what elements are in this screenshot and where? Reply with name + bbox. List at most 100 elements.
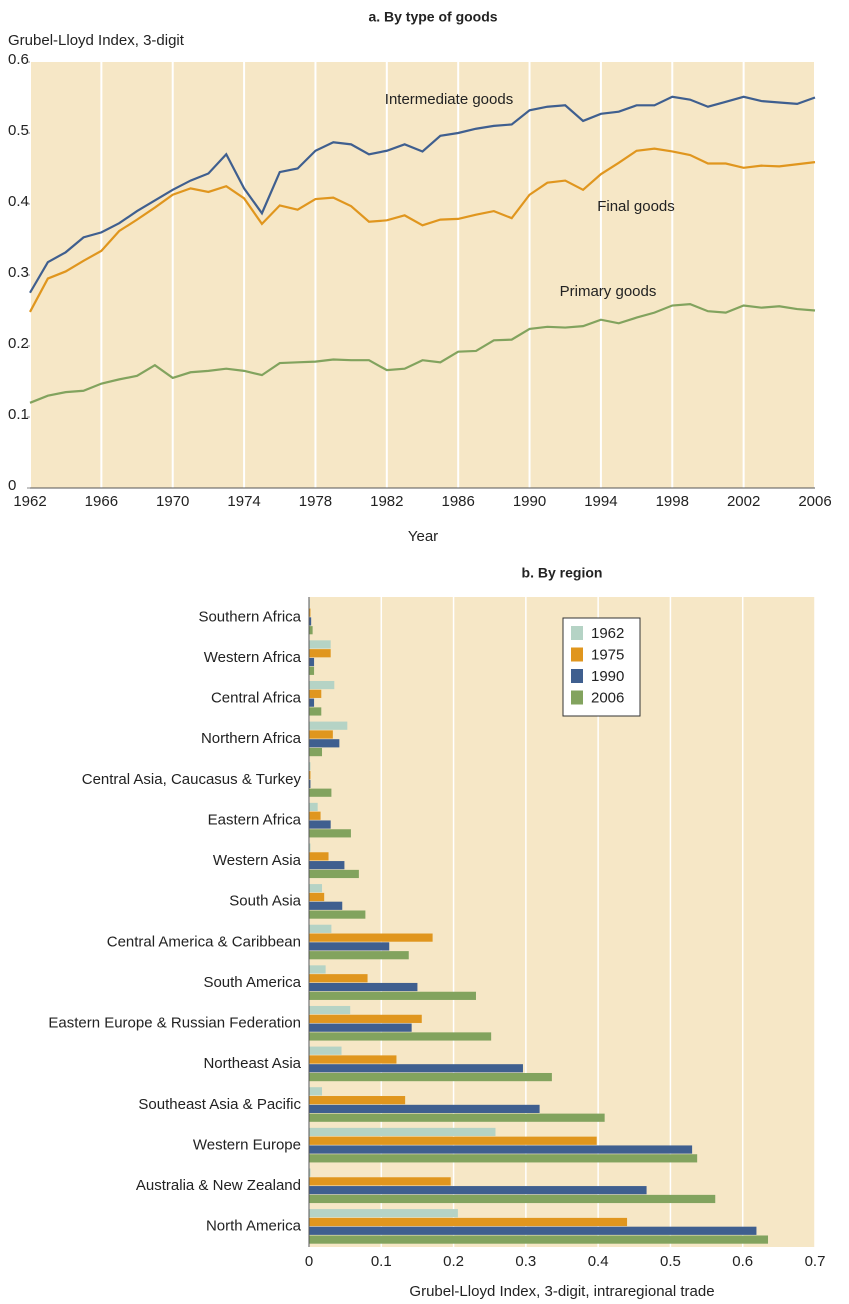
legend-swatch [571, 690, 583, 705]
bar [309, 730, 333, 739]
x-tick-label: 0.3 [515, 1253, 536, 1270]
legend-swatch [571, 626, 583, 640]
bar [309, 666, 315, 675]
bar [309, 1194, 716, 1204]
line-series [29, 147, 816, 313]
x-axis-label: Grubel-Lloyd Index, 3-digit, intraregion… [409, 1283, 714, 1300]
x-tick-label: 2006 [798, 493, 831, 510]
bar [309, 1168, 311, 1177]
bar [309, 1209, 458, 1218]
x-tick-label: 1982 [370, 493, 403, 510]
bar [309, 924, 332, 933]
x-tick-label: 2002 [727, 493, 760, 510]
x-tick-label: 1978 [299, 493, 332, 510]
y-tick-label: Australia & New Zealand [136, 1177, 301, 1194]
y-tick-label: Southeast Asia & Pacific [138, 1096, 301, 1113]
bar [309, 910, 366, 919]
bar [309, 680, 335, 690]
y-tick-label: South Asia [229, 893, 301, 910]
x-tick-label: 0.4 [588, 1253, 609, 1270]
y-tick-label: Western Africa [204, 649, 302, 666]
x-tick-label: 1962 [13, 493, 46, 510]
series-label: Intermediate goods [385, 91, 513, 108]
y-tick-label: Central America & Caribbean [107, 933, 301, 950]
bar [309, 884, 323, 893]
bar [309, 1226, 757, 1235]
bar [309, 965, 326, 974]
x-tick-label: 1998 [656, 493, 689, 510]
bar [309, 861, 345, 870]
bar [309, 747, 323, 757]
legend-label: 1975 [591, 646, 624, 663]
series-label: Primary goods [560, 283, 657, 300]
bar [309, 689, 322, 698]
bar [309, 951, 409, 960]
y-tick-label: 0.3 [8, 264, 29, 281]
bar [309, 1104, 540, 1114]
y-tick-label: South America [203, 974, 301, 991]
x-tick-label: 0.1 [371, 1253, 392, 1270]
bar [309, 1005, 351, 1015]
bar [309, 1023, 412, 1032]
bar [309, 1127, 496, 1137]
plot-background [30, 62, 815, 488]
y-tick-label: 0.1 [8, 406, 29, 423]
x-tick-label: 1986 [441, 493, 474, 510]
y-tick-label: Eastern Africa [208, 811, 302, 828]
y-tick-label: Western Asia [213, 852, 302, 869]
bar [309, 788, 332, 797]
y-tick-label: Central Africa [211, 690, 302, 707]
bar [309, 892, 325, 902]
bar [309, 739, 340, 748]
bar [309, 649, 331, 658]
bar [309, 1186, 647, 1195]
bar [309, 974, 368, 983]
chart-title: b. By region [522, 565, 603, 581]
bar [309, 1217, 628, 1227]
bar [309, 608, 311, 617]
x-axis-label: Year [408, 528, 438, 545]
bar [309, 1235, 769, 1244]
bar [309, 1154, 698, 1163]
bar [309, 1032, 492, 1041]
bar [309, 1014, 422, 1023]
bar [309, 1136, 597, 1145]
bar [309, 721, 348, 730]
bar [309, 771, 311, 780]
y-tick-label: Southern Africa [198, 608, 301, 625]
y-tick-label: Western Europe [193, 1136, 301, 1153]
bar [309, 762, 311, 771]
bar [309, 1055, 397, 1064]
y-tick-label: Northeast Asia [203, 1055, 301, 1072]
legend-label: 2006 [591, 689, 624, 706]
bar [309, 698, 315, 707]
bar [309, 626, 313, 635]
bar [309, 829, 351, 838]
bar [309, 1096, 406, 1105]
y-tick-label: 0.4 [8, 193, 29, 210]
bar [309, 707, 322, 716]
x-tick-label: 1966 [85, 493, 118, 510]
y-tick-label: North America [206, 1218, 302, 1235]
x-tick-label: 1994 [584, 493, 617, 510]
bar [309, 820, 331, 829]
x-tick-label: 0.2 [443, 1253, 464, 1270]
y-tick-label: 0.6 [8, 51, 29, 68]
y-tick-label: 0.5 [8, 122, 29, 139]
bar [309, 1087, 323, 1096]
line-series [29, 302, 816, 404]
bar [309, 1113, 605, 1122]
bar [309, 640, 331, 649]
series-label: Final goods [597, 198, 675, 215]
x-tick-label: 1990 [513, 493, 546, 510]
bar [309, 869, 359, 879]
bar [309, 982, 418, 992]
bar [309, 1072, 552, 1082]
bar [309, 933, 433, 942]
bar [309, 811, 321, 820]
bar [309, 802, 318, 812]
bar [309, 942, 390, 951]
y-tick-label: 0 [8, 477, 16, 494]
